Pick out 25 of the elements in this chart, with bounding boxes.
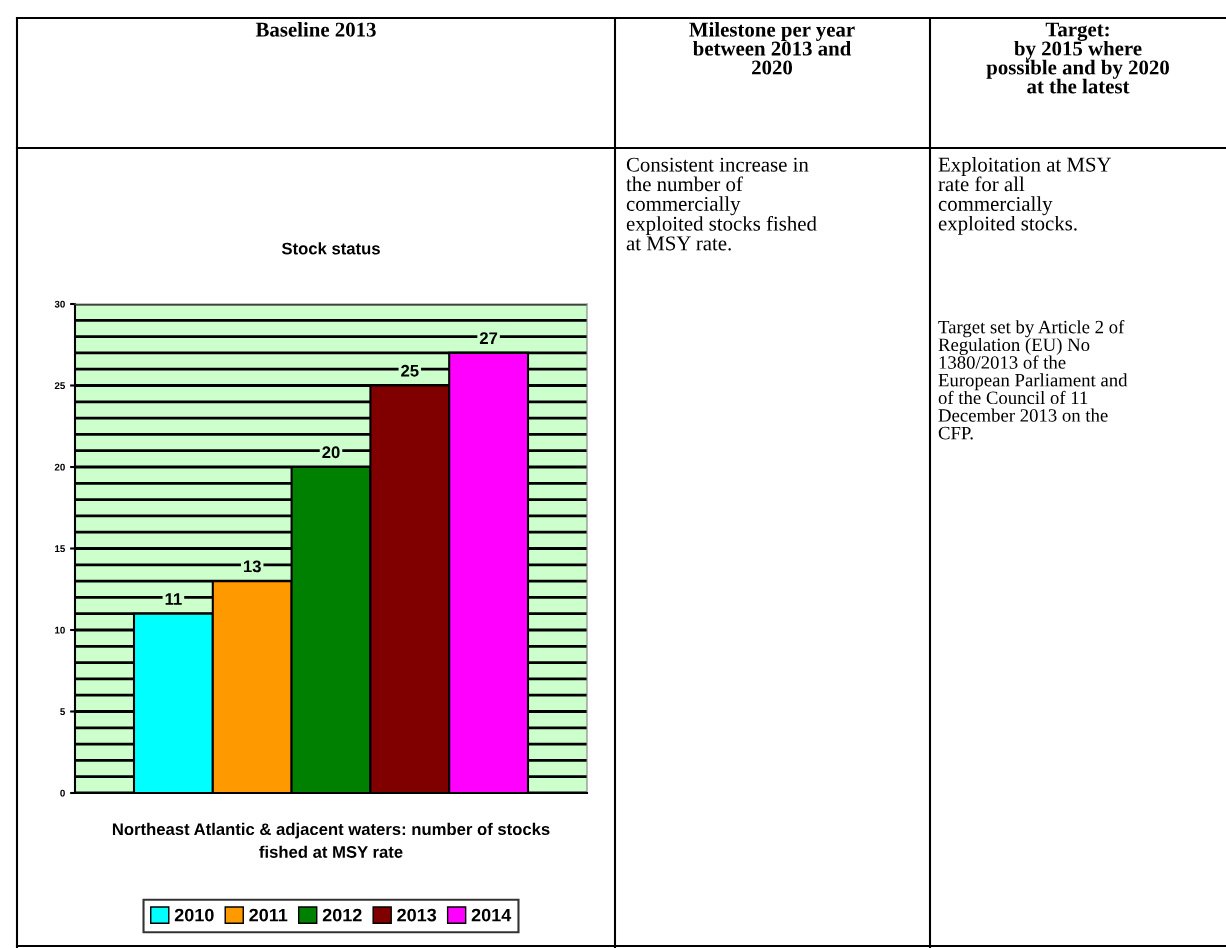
x-axis-title: Northeast Atlantic & adjacent waters: number of stocks fished at MSY rate — [112, 822, 550, 858]
legend-label: 2011 — [249, 908, 288, 922]
data-label: 20 — [322, 446, 340, 459]
chart-title: Stock status — [281, 242, 380, 255]
legend-label: 2013 — [397, 908, 437, 922]
y-tick-label: 30 — [54, 300, 65, 308]
y-tick-label: 20 — [54, 463, 65, 471]
y-tick-label: 0 — [60, 789, 65, 797]
text: Target set by Article 2 of Regulation (EU) No 1380/2013 of the European Parliament and of the Council of 11 December 2013 on the CFP. — [938, 320, 1128, 440]
y-tick-label: 25 — [54, 382, 66, 390]
text: Exploitation at MSY rate for all commercially exploited stocks. — [938, 157, 1112, 235]
y-tick-label: 5 — [60, 708, 66, 716]
legend-label: 2014 — [471, 908, 512, 922]
legend-label: 2012 — [322, 908, 362, 922]
text: Baseline 2013 — [255, 22, 376, 37]
data-label: 13 — [243, 560, 261, 573]
data-label: 27 — [479, 332, 498, 344]
legend-label: 2010 — [174, 908, 214, 922]
text: Milestone per year between 2013 and 2020 — [689, 22, 855, 75]
text: Consistent increase in the number of commercially exploited stocks fished at MSY rate. — [626, 157, 817, 251]
data-label: 11 — [165, 593, 182, 605]
text: Target: by 2015 where possible and by 2020 at the latest — [986, 22, 1169, 94]
y-tick-label: 15 — [55, 545, 66, 553]
y-tick-label: 10 — [55, 626, 65, 634]
data-label: 25 — [401, 364, 419, 377]
